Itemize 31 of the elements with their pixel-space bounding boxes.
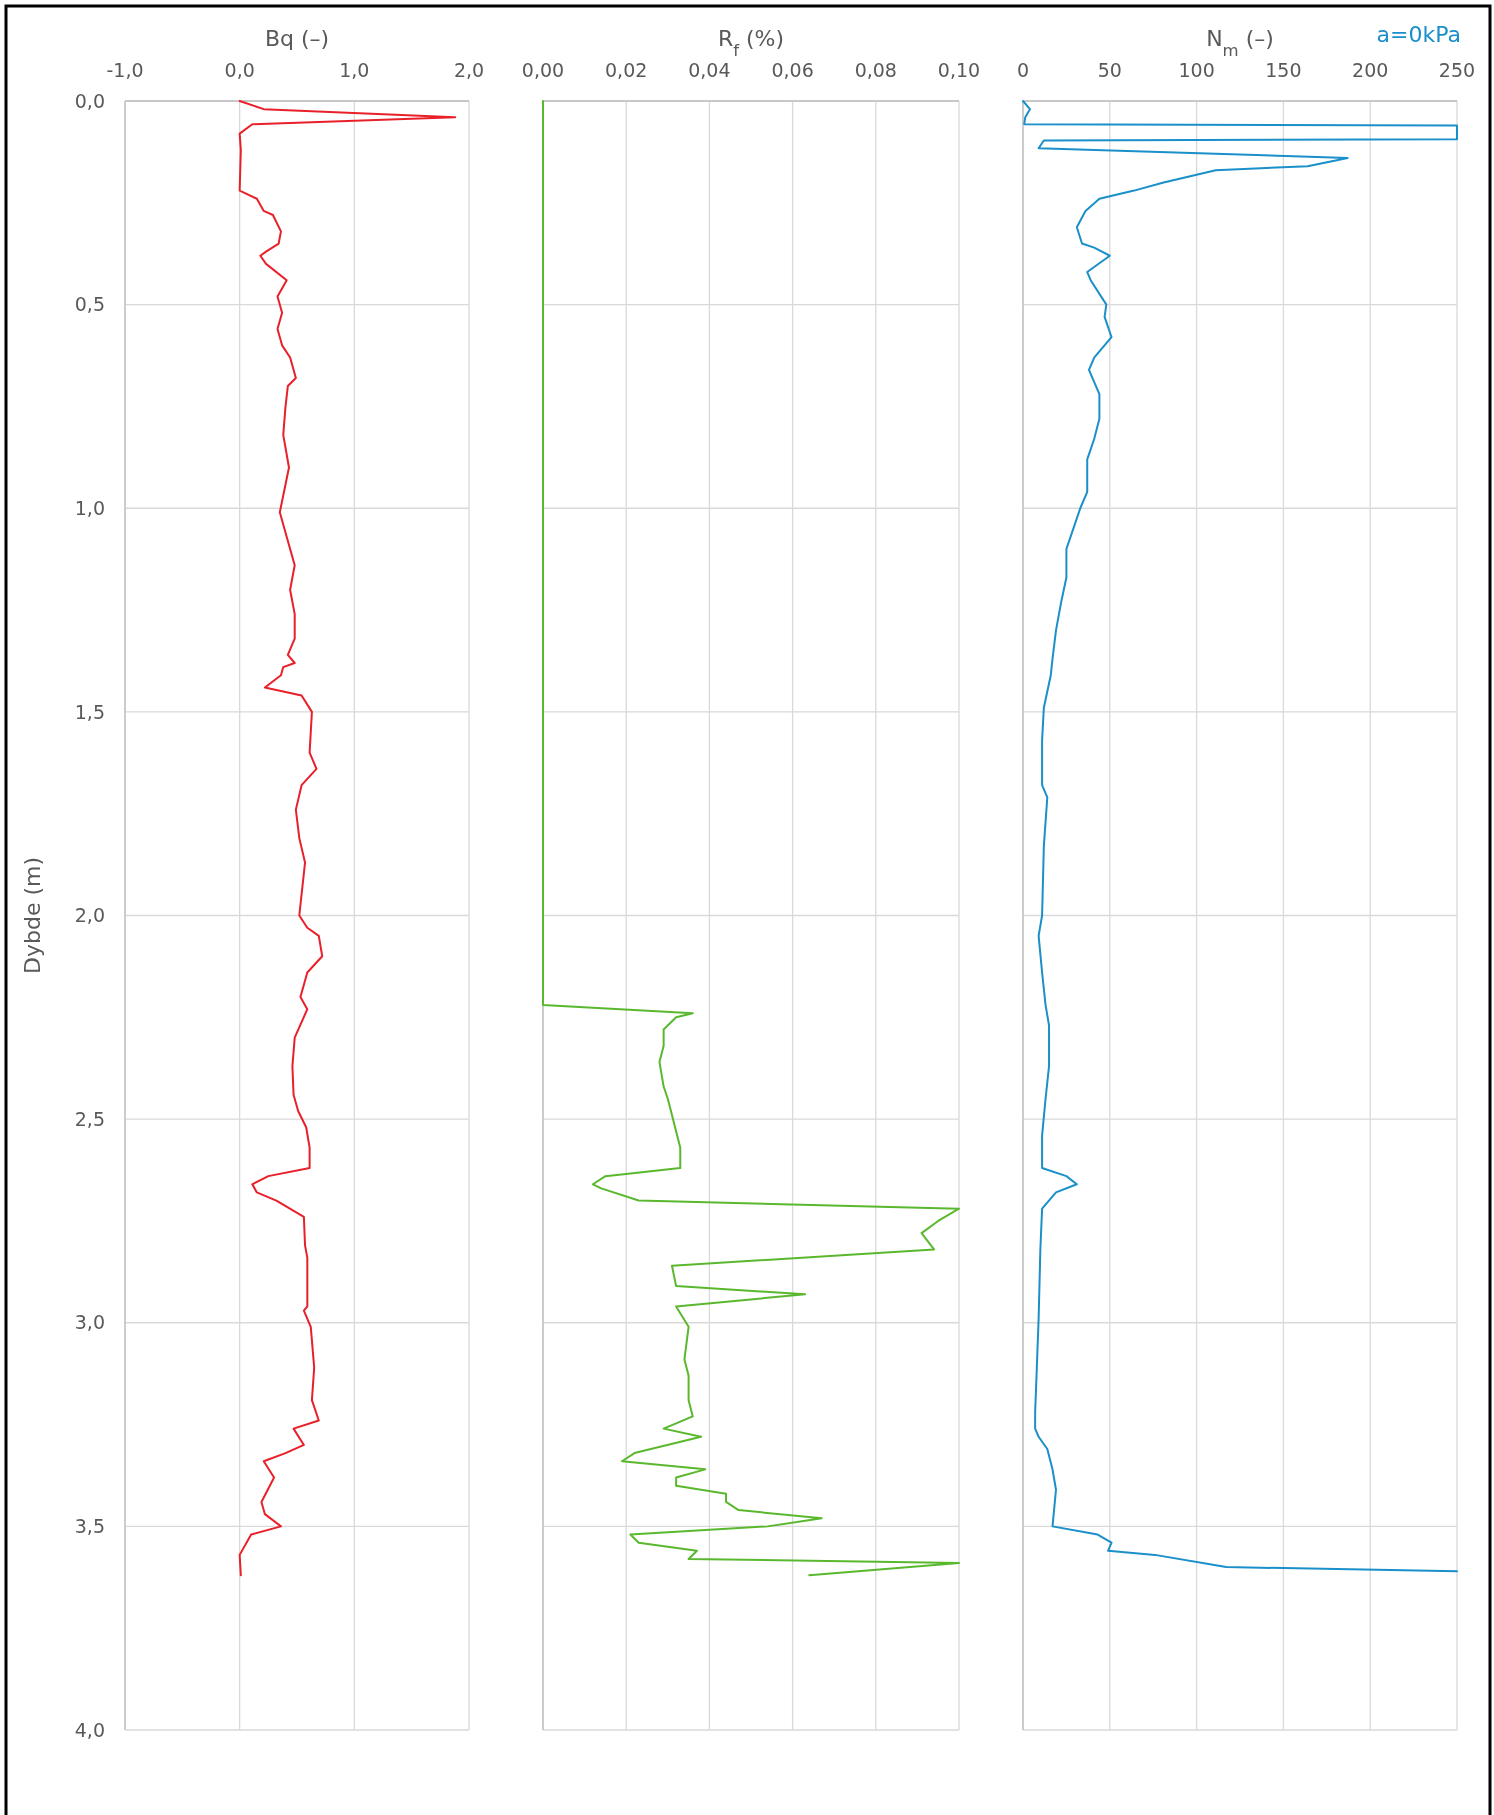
y-tick-label: 2,5 — [74, 1107, 105, 1130]
x-tick-label: 0,04 — [688, 59, 731, 81]
chart-title: R$_{f}$ (%) — [717, 26, 785, 60]
y-tick-label: 1,0 — [74, 496, 105, 519]
x-tick-label: 0,0 — [224, 59, 255, 81]
x-tick-label: 2,0 — [453, 59, 485, 81]
x-tick-label: 1,0 — [339, 59, 370, 81]
x-tick-label: 0,10 — [937, 59, 981, 81]
x-tick-label: 50 — [1097, 59, 1122, 81]
y-tick-label: 1,5 — [74, 700, 105, 723]
y-tick-label: 4,0 — [74, 1718, 105, 1741]
chart-title: Bq (–) — [264, 26, 330, 51]
x-tick-label: 100 — [1178, 59, 1215, 81]
chart-title: N$_{m}$ (–) — [1206, 26, 1274, 60]
x-tick-label: 250 — [1438, 59, 1476, 81]
line-series — [238, 100, 457, 1577]
x-tick-label: 0,02 — [605, 59, 648, 81]
y-tick-label: 3,0 — [74, 1311, 105, 1334]
x-tick-label: 0 — [1016, 59, 1030, 81]
x-tick-label: 0,08 — [854, 59, 897, 81]
x-tick-label: 0,06 — [771, 59, 814, 81]
y-tick-label: 3,5 — [74, 1515, 105, 1538]
y-axis-title: Dybde (m) — [20, 856, 45, 975]
y-tick-label: 0,5 — [74, 293, 105, 316]
y-tick-label: 2,0 — [74, 904, 105, 927]
x-tick-label: 200 — [1352, 59, 1389, 81]
y-tick-label: 0,0 — [74, 89, 105, 112]
x-tick-label: 150 — [1265, 59, 1302, 81]
x-tick-label: 0,00 — [521, 59, 565, 81]
text: a=0kPa — [1376, 22, 1461, 47]
x-tick-label: -1,0 — [106, 59, 144, 81]
